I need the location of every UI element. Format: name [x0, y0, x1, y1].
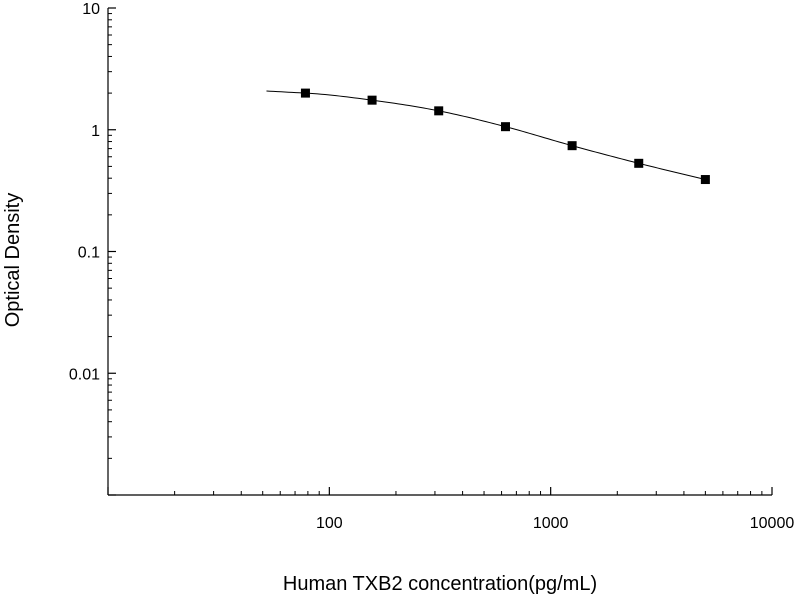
data-point-marker [434, 106, 444, 116]
x-minor-ticks [174, 491, 763, 495]
data-point-marker [500, 122, 510, 132]
y-major-ticks: 10 1 0.1 0.01 [69, 1, 116, 496]
y-tick-label: 0.01 [69, 366, 100, 383]
data-point-marker [300, 88, 310, 98]
data-point-marker [567, 141, 577, 151]
x-tick-label: 10000 [750, 515, 795, 532]
data-markers [300, 88, 710, 185]
data-point-marker [367, 95, 377, 105]
y-tick-label: 1 [91, 123, 100, 140]
x-axis-title: Human TXB2 concentration(pg/mL) [283, 573, 597, 595]
x-tick-label: 100 [316, 515, 343, 532]
data-point-marker [634, 158, 644, 168]
x-tick-label: 1000 [533, 515, 569, 532]
data-point-marker [700, 175, 710, 185]
y-axis-title: Optical Density [2, 193, 24, 328]
y-minor-ticks [108, 13, 112, 459]
y-tick-label: 0.1 [78, 245, 100, 262]
x-major-ticks: 100 1000 10000 [107, 487, 795, 532]
y-tick-label: 10 [82, 1, 100, 18]
fit-curve [266, 90, 706, 181]
